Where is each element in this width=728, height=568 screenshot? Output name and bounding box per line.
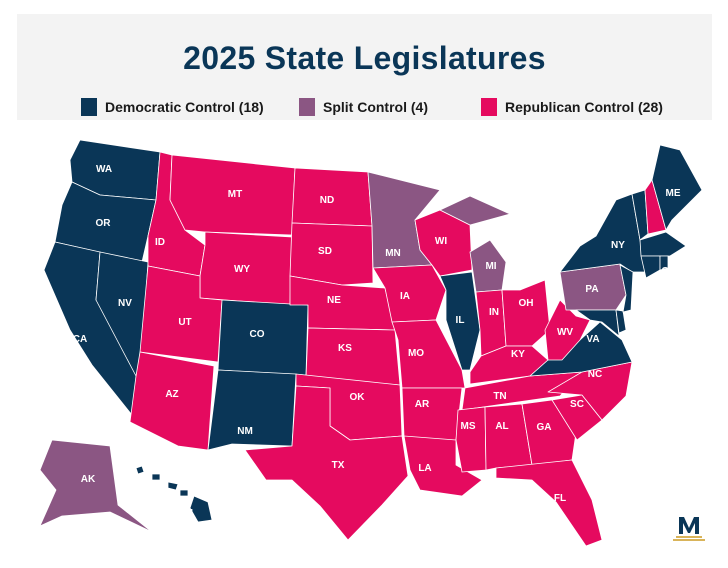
state-label-ga: GA	[537, 422, 552, 433]
state-mi	[439, 195, 511, 226]
state-label-ok: OK	[350, 392, 366, 403]
state-ri	[659, 255, 669, 271]
state-label-tn: TN	[493, 391, 506, 402]
state-label-al: AL	[495, 421, 508, 432]
state-label-mo: MO	[408, 348, 424, 359]
state-label-ms: MS	[461, 421, 476, 432]
state-or	[54, 181, 157, 263]
state-ct	[640, 255, 661, 279]
state-label-wv: WV	[557, 327, 573, 338]
legend-item-split: Split Control (4)	[299, 98, 428, 116]
state-label-az: AZ	[165, 389, 178, 400]
state-label-mt: MT	[228, 189, 242, 200]
state-nj	[619, 264, 634, 313]
state-fl	[495, 459, 603, 547]
state-label-id: ID	[155, 237, 165, 248]
state-label-nc: NC	[588, 369, 602, 380]
state-label-wa: WA	[96, 164, 112, 175]
state-label-fl: FL	[554, 493, 566, 504]
legend-swatch-democratic	[81, 98, 97, 116]
state-mi	[469, 239, 507, 293]
state-label-oh: OH	[519, 298, 534, 309]
legend-label: Republican Control (28)	[505, 99, 663, 115]
state-label-nv: NV	[118, 298, 132, 309]
state-label-nm: NM	[237, 426, 253, 437]
legend-swatch-republican	[481, 98, 497, 116]
state-label-md: MD	[639, 322, 655, 333]
state-label-ar: AR	[415, 399, 430, 410]
logo	[672, 514, 706, 549]
state-label-hi: HI	[183, 508, 193, 519]
state-label-co: CO	[250, 329, 265, 340]
state-label-sd: SD	[318, 246, 332, 257]
state-label-nh: NH	[675, 228, 689, 239]
state-label-ia: IA	[400, 291, 410, 302]
legend-item-democratic: Democratic Control (18)	[81, 98, 264, 116]
state-label-ct: CT	[661, 266, 674, 277]
state-label-la: LA	[418, 463, 431, 474]
state-label-in: IN	[489, 307, 499, 318]
state-label-mi: MI	[485, 261, 496, 272]
logo-m-icon	[673, 517, 705, 541]
state-va	[529, 321, 633, 377]
state-label-ak: AK	[81, 474, 96, 485]
state-ma	[639, 231, 687, 257]
state-md	[575, 309, 620, 337]
page-title: 2025 State Legislatures	[183, 40, 546, 76]
state-in	[475, 289, 507, 357]
state-ms	[455, 406, 487, 473]
state-de	[615, 309, 627, 334]
state-label-tx: TX	[332, 460, 345, 471]
state-la	[403, 435, 483, 497]
state-label-ky: KY	[511, 349, 525, 360]
state-wv	[544, 299, 591, 361]
state-label-vt: VT	[638, 169, 651, 180]
state-label-ri: RI	[678, 258, 688, 269]
state-label-il: IL	[456, 315, 465, 326]
state-ak	[39, 439, 153, 533]
state-az	[129, 351, 215, 451]
state-label-ny: NY	[611, 240, 625, 251]
state-label-ca: CA	[73, 334, 87, 345]
state-hi	[151, 473, 161, 481]
state-oh	[501, 279, 551, 347]
state-label-nd: ND	[320, 195, 334, 206]
state-sd	[289, 222, 374, 286]
state-hi	[135, 465, 145, 475]
state-label-me: ME	[666, 188, 681, 199]
state-hi	[189, 495, 213, 523]
state-label-de: DE	[641, 305, 655, 316]
state-ky	[469, 345, 549, 385]
state-label-wy: WY	[234, 264, 250, 275]
state-label-ks: KS	[338, 343, 352, 354]
legend-label: Democratic Control (18)	[105, 99, 264, 115]
state-label-ut: UT	[178, 317, 191, 328]
state-nm	[207, 369, 297, 451]
state-label-wi: WI	[435, 236, 447, 247]
state-ny	[559, 193, 647, 273]
header-panel: 2025 State Legislatures Democratic Contr…	[17, 14, 712, 120]
state-label-ma: MA	[689, 249, 705, 260]
state-label-pa: PA	[585, 284, 598, 295]
state-label-mn: MN	[385, 248, 401, 259]
state-label-va: VA	[586, 334, 599, 345]
state-hi	[179, 489, 189, 497]
state-label-nj: NJ	[645, 283, 658, 294]
state-label-or: OR	[96, 218, 112, 229]
state-hi	[167, 481, 179, 491]
state-label-ne: NE	[327, 295, 341, 306]
legend-swatch-split	[299, 98, 315, 116]
state-label-sc: SC	[570, 399, 584, 410]
state-il	[439, 271, 481, 371]
legend-item-republican: Republican Control (28)	[481, 98, 663, 116]
state-me	[651, 144, 703, 231]
legend-label: Split Control (4)	[323, 99, 428, 115]
state-tx	[244, 385, 409, 541]
